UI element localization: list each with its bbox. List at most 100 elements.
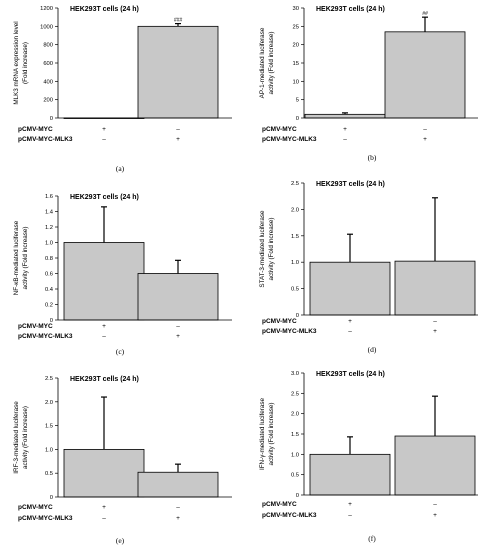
bar <box>309 261 391 316</box>
panel-title: HEK293T cells (24 h) <box>316 371 385 378</box>
y-tick-label: 1.2 <box>45 225 53 231</box>
y-axis-label: IFN-γ-mediated luciferase <box>259 397 266 470</box>
condition-sign: + <box>348 318 352 325</box>
y-tick-label: 1.4 <box>45 210 54 216</box>
y-tick-label: 0 <box>50 116 53 122</box>
chart-panel: ## 0 5 10 15 20 25 30 HEK293T cells (24 h) AP-1-m… <box>259 6 478 162</box>
condition-label: pCMV-MYC <box>262 126 297 133</box>
condition-sign: – <box>176 504 180 511</box>
chart-panel: 0 0.5 1.0 1.5 2.0 2.5 HEK293T cells (24 h) IRF-… <box>13 376 232 545</box>
bar <box>137 25 219 119</box>
condition-sign: + <box>102 126 106 133</box>
y-tick-label: 30 <box>293 6 299 12</box>
condition-sign: + <box>433 328 437 335</box>
bar <box>137 273 219 321</box>
y-tick-label: 600 <box>43 61 53 67</box>
chart-panel: 0 0.5 1.0 1.5 2.0 2.5 3.0 HEK293T cells (24 h) I… <box>259 371 478 543</box>
bar <box>394 435 476 496</box>
y-tick-label: 1.0 <box>45 241 53 247</box>
y-tick-label: 800 <box>43 43 53 49</box>
condition-label: pCMV-MYC <box>262 501 297 508</box>
condition-label: pCMV-MYC-MLK3 <box>262 512 317 519</box>
y-tick-label: 1.0 <box>291 452 299 458</box>
condition-label: pCMV-MYC <box>18 323 53 330</box>
condition-sign: + <box>343 126 347 133</box>
y-tick-label: 1.0 <box>45 447 53 453</box>
y-tick-label: 400 <box>43 79 53 85</box>
bar <box>63 242 145 321</box>
condition-sign: + <box>176 136 180 143</box>
panel-caption: (b) <box>368 153 377 162</box>
panel-title: HEK293T cells (24 h) <box>316 6 385 13</box>
y-axis-label: AP-1-mediated luciferase <box>259 27 266 98</box>
y-tick-label: 0.8 <box>45 256 53 262</box>
condition-label: pCMV-MYC-MLK3 <box>18 136 73 143</box>
y-tick-label: 0 <box>296 116 299 122</box>
y-tick-label: 2.5 <box>45 376 53 382</box>
bar <box>304 113 386 119</box>
panel-title: HEK293T cells (24 h) <box>70 194 139 201</box>
condition-sign: – <box>176 126 180 133</box>
y-tick-label: 2.0 <box>291 412 299 418</box>
condition-sign: + <box>433 512 437 519</box>
condition-sign: – <box>343 136 347 143</box>
y-tick-label: 1.0 <box>291 260 299 266</box>
y-tick-label: 0.5 <box>291 287 299 293</box>
condition-sign: – <box>433 501 437 508</box>
chart-panel: 0 0.5 1.0 1.5 2.0 2.5 HEK293T cells (24 h) STAT… <box>259 181 478 354</box>
y-tick-label: 0.2 <box>45 303 53 309</box>
condition-sign: – <box>176 323 180 330</box>
condition-label: pCMV-MYC-MLK3 <box>18 515 73 522</box>
bar <box>63 448 145 498</box>
condition-sign: – <box>102 136 106 143</box>
y-tick-label: 0.5 <box>45 471 53 477</box>
chart-panel: ### 0 200 400 600 800 1000 1200 HEK293T cells (2… <box>13 6 232 173</box>
y-tick-label: 10 <box>293 79 299 85</box>
y-tick-label: 1200 <box>40 6 53 12</box>
chart-panel: 0 0.2 0.4 0.6 0.8 1.0 1.2 1.4 1.6 HEK293T cells (… <box>13 194 232 356</box>
y-tick-label: 0 <box>50 495 53 501</box>
bar <box>394 260 476 316</box>
panel-title: HEK293T cells (24 h) <box>70 376 139 383</box>
y-tick-label: 2.0 <box>45 400 53 406</box>
condition-label: pCMV-MYC <box>262 318 297 325</box>
y-tick-label: 1.5 <box>45 424 53 430</box>
y-axis-label: NF-κB-mediated luciferase <box>13 220 20 295</box>
condition-sign: + <box>102 504 106 511</box>
y-tick-label: 200 <box>43 98 53 104</box>
bar <box>384 31 466 119</box>
y-tick-label: 1000 <box>40 24 53 30</box>
y-tick-label: 0.4 <box>45 287 54 293</box>
condition-sign: + <box>348 501 352 508</box>
condition-sign: – <box>102 333 106 340</box>
significance-label: ### <box>174 18 183 24</box>
y-tick-label: 25 <box>293 24 299 30</box>
bar <box>137 471 219 498</box>
bar <box>309 453 391 496</box>
condition-sign: – <box>348 512 352 519</box>
y-tick-label: 1.5 <box>291 432 299 438</box>
panel-caption: (f) <box>368 534 376 543</box>
condition-sign: – <box>423 126 427 133</box>
condition-label: pCMV-MYC <box>18 126 53 133</box>
panel-title: HEK293T cells (24 h) <box>316 181 385 188</box>
y-tick-label: 1.5 <box>291 234 299 240</box>
y-axis-label: IRF-3-mediated luciferase <box>13 401 20 474</box>
y-tick-label: 0.5 <box>291 473 299 479</box>
condition-sign: – <box>102 515 106 522</box>
condition-sign: + <box>423 136 427 143</box>
y-tick-label: 2.5 <box>291 181 299 187</box>
panel-caption: (c) <box>116 347 125 356</box>
y-axis-label: activity (Fold increase) <box>22 406 29 469</box>
y-tick-label: 0 <box>296 493 299 499</box>
condition-sign: + <box>176 333 180 340</box>
condition-label: pCMV-MYC <box>18 504 53 511</box>
panel-title: HEK293T cells (24 h) <box>70 6 139 13</box>
y-axis-label: MLK3 mRNA expression level <box>13 21 20 104</box>
y-axis-label: activity (Fold increase) <box>268 32 275 95</box>
y-tick-label: 15 <box>293 61 299 67</box>
y-axis-label: STAT-3-mediated luciferase <box>259 210 266 288</box>
y-tick-label: 0 <box>50 318 53 324</box>
y-tick-label: 3.0 <box>291 371 299 377</box>
